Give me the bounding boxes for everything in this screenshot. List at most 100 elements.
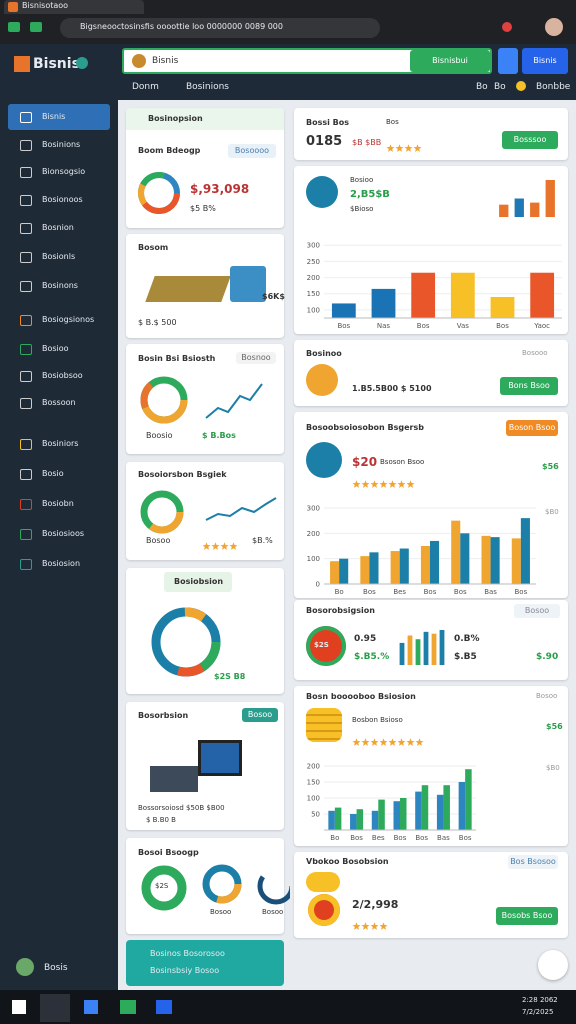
y-tick-label: 100 [307, 306, 320, 314]
sidebar-item[interactable]: Bosiogsionos [42, 315, 95, 324]
y-tick-label: 0 [316, 581, 320, 589]
bar [411, 272, 436, 318]
panel-side: $B0 [546, 764, 560, 772]
card-footer: Boosio [146, 431, 173, 440]
back-button[interactable] [8, 22, 20, 32]
taskbar-app[interactable] [156, 1000, 172, 1014]
bar [407, 635, 413, 665]
sidebar-item[interactable]: Bosiniors [42, 439, 79, 448]
sidebar-item[interactable]: Bosiobn [42, 499, 74, 508]
taskbar-app[interactable] [120, 1000, 136, 1014]
bar [443, 785, 450, 830]
logo-text: Bisnis [33, 56, 80, 72]
status-item[interactable]: Bo [494, 82, 506, 92]
menu-button[interactable] [498, 48, 518, 74]
logo-icon [14, 56, 30, 72]
rating [352, 732, 424, 751]
action-button[interactable]: Bisnis [522, 48, 568, 74]
panel-icon [306, 176, 338, 208]
star [379, 738, 388, 746]
search-text: Bisnis [152, 56, 179, 66]
card-button[interactable]: Bosoooo [228, 144, 276, 158]
sidebar-item[interactable]: Bossoon [42, 398, 76, 407]
panel-button[interactable]: Bosssoo [502, 131, 558, 149]
x-tick-label: Bos [514, 588, 527, 596]
card-badge[interactable]: Bosnoo [236, 352, 276, 364]
sidebar-item[interactable]: Bosionoos [42, 195, 83, 204]
panel-value: $.90 [536, 652, 559, 662]
user-avatar[interactable] [16, 958, 34, 976]
bar [511, 538, 521, 584]
panel-icon [306, 442, 342, 478]
donut [151, 607, 221, 677]
sidebar-item[interactable]: Bosiosion [42, 559, 81, 568]
panel-value: $20 [352, 455, 378, 469]
sidebar-item[interactable]: Bionsogsio [42, 167, 86, 176]
trend-line [205, 497, 277, 521]
chat-button[interactable] [538, 950, 568, 980]
panel-button[interactable]: Bons Bsoo [500, 377, 558, 395]
card-title: Boom Bdeogp [138, 146, 201, 155]
panel-button[interactable]: Boson Bsoo [506, 420, 558, 436]
star [406, 480, 415, 488]
address-bar[interactable] [60, 18, 380, 38]
sidebar-icon [20, 315, 32, 326]
sidebar-item[interactable]: Bosinions [42, 140, 81, 149]
sidebar-item[interactable]: Bosionls [42, 252, 76, 261]
sidebar-item[interactable]: Bosioo [42, 344, 69, 353]
y-tick-label: 50 [311, 811, 320, 819]
sidebar-icon [20, 499, 32, 510]
bar [393, 801, 400, 830]
star [202, 542, 211, 550]
bar [430, 540, 440, 584]
sidebar-icon [20, 281, 32, 292]
bar-chart: 0 100 200 300 Bo Bos Bes Bos Bos Bas Bos [307, 505, 536, 596]
rating [352, 474, 415, 493]
panel-title: Bosioo [350, 176, 374, 184]
sidebar-item[interactable]: Bosnion [42, 223, 74, 232]
bar [481, 535, 491, 584]
star [361, 480, 370, 488]
card-button[interactable]: Bosoo [242, 708, 278, 722]
bar-chart: 100 150 200 250 300 Bos Nas Bos Vas Bos Yaoc [307, 242, 562, 330]
card-caption: Bossorsoiosd $50B $B00 [138, 804, 225, 812]
bar [460, 533, 470, 584]
star [361, 922, 370, 930]
taskbar-app[interactable] [84, 1000, 98, 1014]
header-tab[interactable]: Bosinions [186, 82, 229, 92]
taskbar-app[interactable] [40, 994, 70, 1022]
favicon [8, 2, 18, 12]
search-button[interactable]: Bisnisbui [410, 50, 490, 72]
panel-tag: Bos [386, 118, 399, 126]
profile-avatar[interactable] [545, 18, 563, 36]
tab-title: Bisnisotaoo [22, 1, 69, 10]
bar [378, 799, 385, 830]
start-button[interactable] [12, 1000, 26, 1014]
x-tick-label: Bo [330, 834, 339, 842]
sidebar-item[interactable]: Bosiosioos [42, 529, 85, 538]
panel-sub: $Bioso [350, 205, 374, 213]
status-item[interactable]: Bonbbe [536, 82, 571, 92]
sidebar-item[interactable]: Bosinons [42, 281, 78, 290]
panel-input[interactable]: Bosoo [514, 604, 560, 618]
forward-button[interactable] [30, 22, 42, 32]
y-tick-label: 150 [307, 779, 320, 787]
extension-icon[interactable] [502, 22, 512, 32]
y-tick-label: 300 [307, 242, 320, 250]
y-tick-label: 100 [307, 795, 320, 803]
panel-tag[interactable]: Bos Bsosoo [508, 855, 558, 869]
star [379, 922, 388, 930]
header-tab[interactable]: Donm [132, 82, 159, 92]
browser-tab[interactable] [4, 0, 144, 14]
panel-icon [306, 872, 340, 892]
sidebar-item[interactable]: Bosio [42, 469, 64, 478]
panel-button[interactable]: Bosobs Bsoo [496, 907, 558, 925]
donut-label: Bosoo [210, 908, 232, 916]
panel-sub: Bosbon Bsioso [352, 716, 403, 724]
status-item[interactable]: Bo [476, 82, 488, 92]
x-tick-label: Bos [415, 834, 428, 842]
sidebar-item[interactable]: Bosiobsoo [42, 371, 83, 380]
x-tick-label: Bos [417, 322, 430, 330]
user-name[interactable]: Bosis [44, 963, 68, 973]
sidebar-item[interactable]: Bisnis [42, 112, 66, 121]
